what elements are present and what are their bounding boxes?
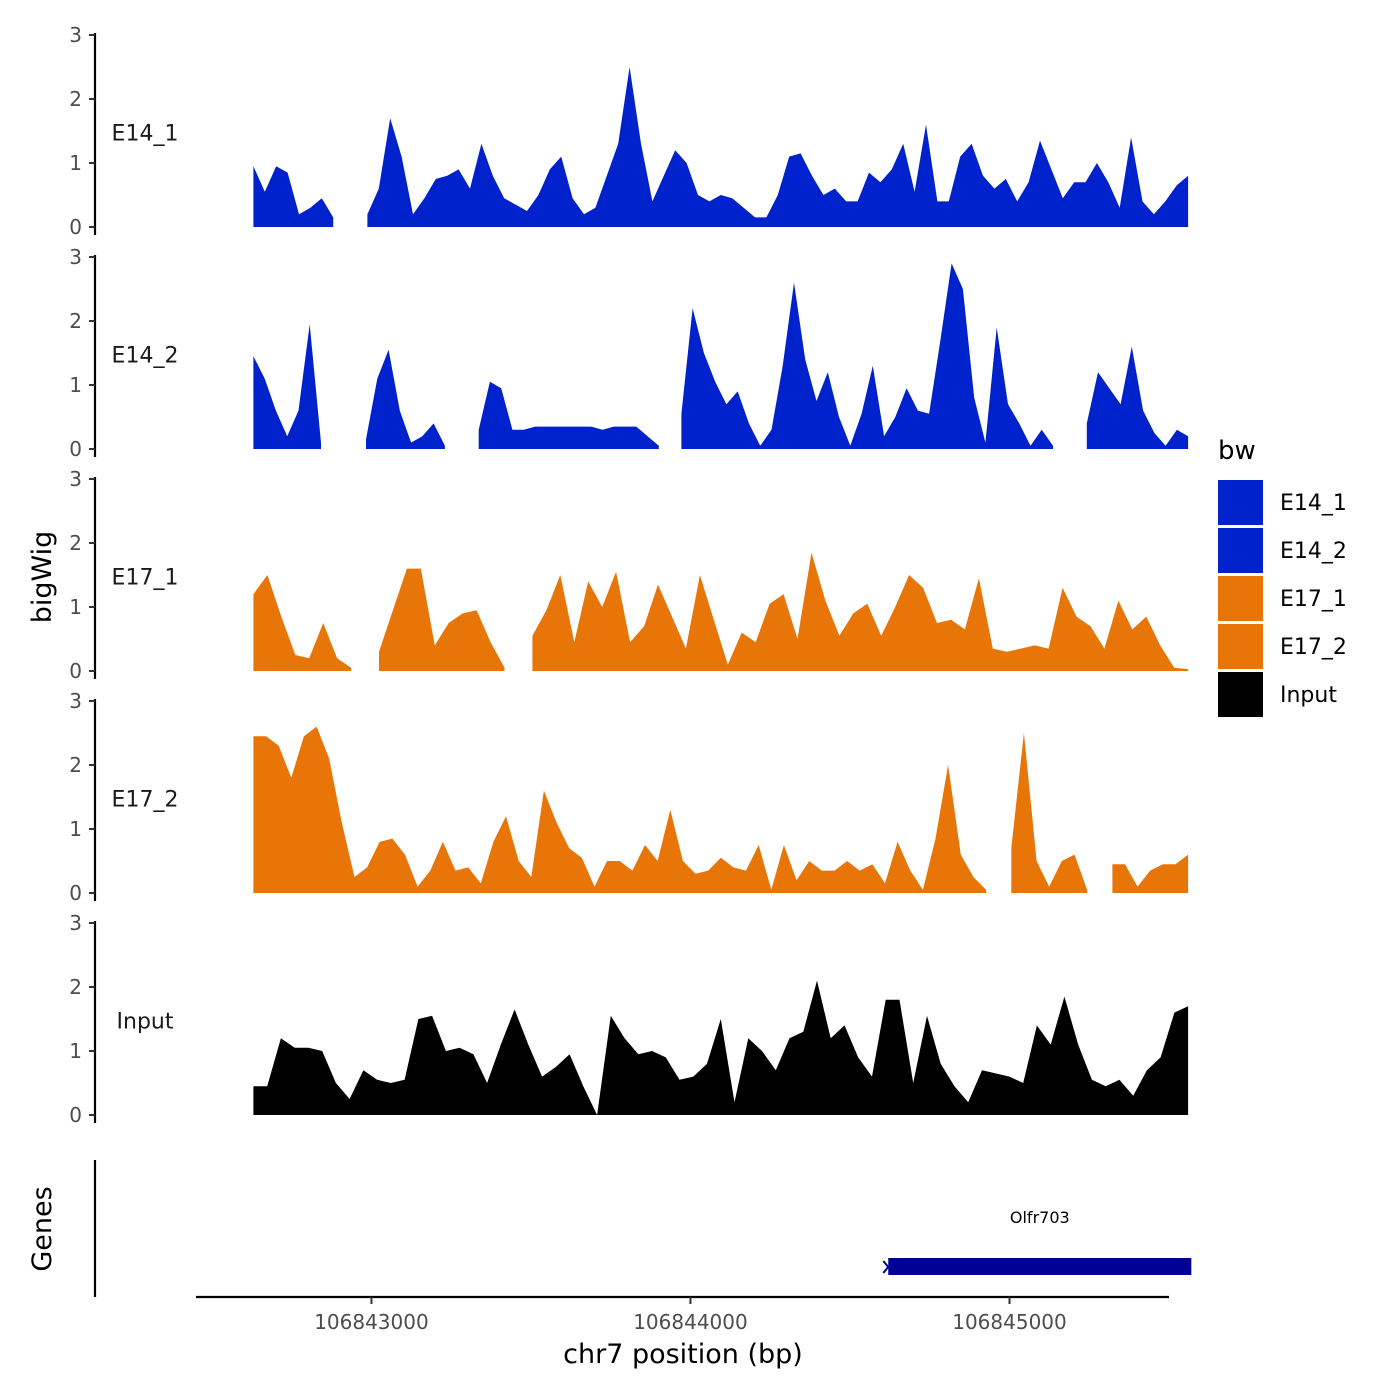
area-segment-E14_2 [1086, 346, 1189, 449]
track-panels: 0 1 2 3 E14_1 0 1 2 3 E14_2 0 1 2 3 E17_1 0 1 2 3 E17_2 0 1 2 3… [69, 23, 1189, 1127]
legend-label-E17_2: E17_2 [1280, 635, 1347, 660]
track-E14_1: 0 1 2 3 E14_1 [69, 23, 1189, 239]
track-E17_1: 0 1 2 3 E17_1 [69, 467, 1189, 683]
legend-label-E17_1: E17_1 [1280, 587, 1347, 612]
x-axis: 106843000 106844000 106845000 [196, 1295, 1169, 1334]
track-label-E17_1: E17_1 [112, 566, 179, 591]
gene-strand-mark [882, 1260, 890, 1268]
legend-label-E14_2: E14_2 [1280, 539, 1347, 564]
y-tick-label-1: 1 [69, 373, 82, 397]
y-tick-label-1: 1 [69, 151, 82, 175]
area-segment-E14_2 [253, 324, 321, 449]
y-tick-label-2: 2 [69, 87, 82, 111]
legend-title: bw [1218, 436, 1256, 466]
gene-body [888, 1258, 1192, 1275]
track-Input: 0 1 2 3 Input [69, 911, 1189, 1127]
y-tick-label-2: 2 [69, 753, 82, 777]
legend-swatch-E14_1 [1218, 480, 1263, 525]
legend-item-Input: Input [1218, 672, 1337, 717]
y-tick-label-2: 2 [69, 531, 82, 555]
y-tick-label-0: 0 [69, 215, 82, 239]
legend-label-E14_1: E14_1 [1280, 491, 1347, 516]
area-segment-E17_2 [253, 726, 986, 893]
y-tick-label-3: 3 [69, 245, 82, 269]
y-tick-label-0: 0 [69, 881, 82, 905]
area-segment-E14_2 [366, 349, 445, 449]
y-tick-label-1: 1 [69, 1039, 82, 1063]
track-label-E14_1: E14_1 [112, 122, 179, 147]
legend: bw E14_1 E14_2 E17_1 E17_2 Input [1218, 436, 1347, 717]
area-segment-E14_2 [478, 381, 659, 449]
track-label-Input: Input [117, 1010, 174, 1035]
x-tick-label-0: 106843000 [314, 1310, 429, 1334]
x-tick-label-1: 106844000 [633, 1310, 748, 1334]
legend-label-Input: Input [1280, 683, 1337, 708]
y-tick-label-3: 3 [69, 689, 82, 713]
y-tick-label-1: 1 [69, 817, 82, 841]
legend-swatch-Input [1218, 672, 1263, 717]
gene-strand-mark [882, 1266, 890, 1274]
legend-swatch-E14_2 [1218, 528, 1263, 573]
y-axis-title: bigWig [27, 531, 58, 624]
x-tick-label-2: 106845000 [952, 1310, 1067, 1334]
area-segment-E17_2 [1112, 854, 1189, 893]
gene-label: Olfr703 [1010, 1208, 1070, 1227]
y-tick-label-1: 1 [69, 595, 82, 619]
gene-panel-title: Genes [27, 1186, 58, 1271]
legend-swatch-E17_2 [1218, 624, 1263, 669]
track-E14_2: 0 1 2 3 E14_2 [69, 245, 1189, 461]
y-tick-label-3: 3 [69, 911, 82, 935]
track-E17_2: 0 1 2 3 E17_2 [69, 689, 1189, 905]
x-axis-title: chr7 position (bp) [563, 1339, 803, 1370]
y-tick-label-0: 0 [69, 1103, 82, 1127]
legend-swatch-E17_1 [1218, 576, 1263, 621]
y-tick-label-2: 2 [69, 309, 82, 333]
area-segment-E17_1 [532, 552, 1189, 671]
y-tick-label-0: 0 [69, 659, 82, 683]
track-label-E17_2: E17_2 [112, 788, 179, 813]
y-tick-label-0: 0 [69, 437, 82, 461]
area-segment-E14_2 [681, 263, 1053, 449]
area-segment-Input [253, 980, 1189, 1115]
area-segment-E14_1 [253, 166, 334, 227]
area-segment-E14_1 [367, 67, 1189, 227]
legend-item-E17_2: E17_2 [1218, 624, 1347, 669]
legend-item-E17_1: E17_1 [1218, 576, 1347, 621]
y-tick-label-2: 2 [69, 975, 82, 999]
area-segment-E17_2 [1011, 733, 1088, 893]
area-segment-E17_1 [379, 568, 505, 671]
area-segment-E17_1 [253, 575, 352, 671]
y-tick-label-3: 3 [69, 23, 82, 47]
gene-Olfr703: Olfr703 [882, 1208, 1192, 1275]
legend-item-E14_1: E14_1 [1218, 480, 1347, 525]
track-label-E14_2: E14_2 [112, 344, 179, 369]
legend-item-E14_2: E14_2 [1218, 528, 1347, 573]
gene-panel: Olfr703 [93, 1160, 1192, 1297]
y-tick-label-3: 3 [69, 467, 82, 491]
